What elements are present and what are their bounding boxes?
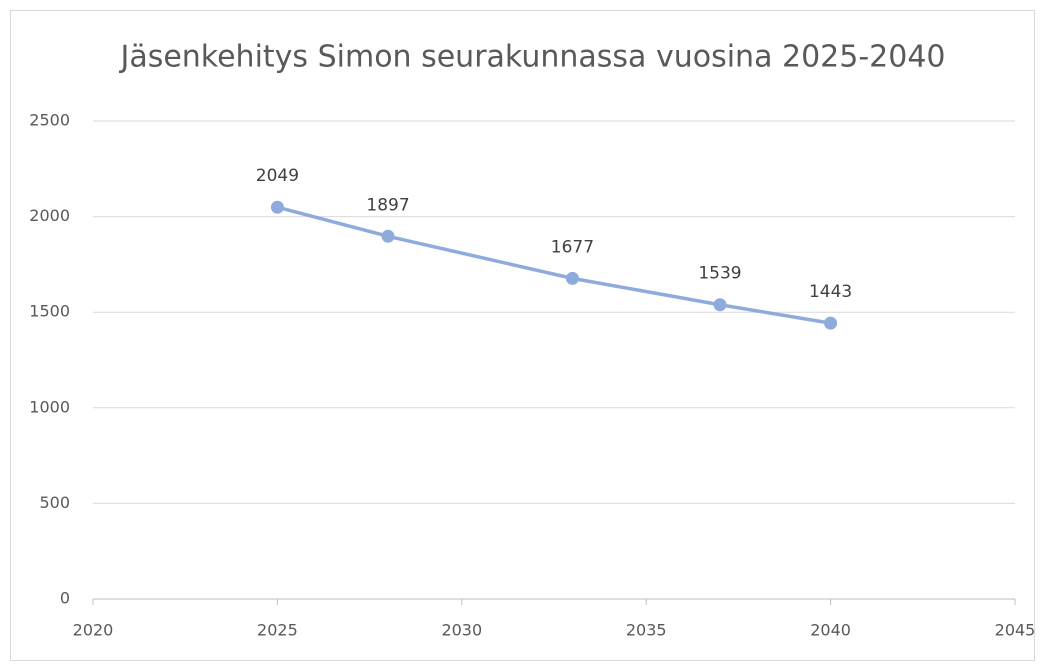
x-tick-label: 2030 — [441, 621, 482, 640]
data-label: 1539 — [698, 264, 741, 284]
point — [824, 316, 838, 330]
point — [381, 229, 395, 243]
x-tick-label: 2035 — [626, 621, 667, 640]
point — [713, 298, 727, 312]
y-tick-label: 1500 — [29, 302, 70, 321]
x-tick-label: 2040 — [810, 621, 851, 640]
x-tick-label: 2020 — [73, 621, 114, 640]
data-label: 2049 — [256, 166, 299, 186]
x-tick-label: 2025 — [257, 621, 298, 640]
y-tick-label: 1000 — [29, 397, 70, 416]
data-label: 1677 — [551, 237, 594, 257]
y-tick-label: 500 — [39, 493, 70, 512]
point — [565, 271, 579, 285]
x-tick-label: 2045 — [995, 621, 1036, 640]
y-tick-label: 2500 — [29, 111, 70, 130]
chart-border — [10, 10, 1035, 661]
data-label: 1897 — [366, 195, 409, 215]
chart-title: Jäsenkehitys Simon seurakunnassa vuosina… — [118, 40, 945, 75]
data-label: 1443 — [809, 282, 852, 302]
y-tick-label: 0 — [60, 589, 70, 608]
y-tick-label: 2000 — [29, 206, 70, 225]
point — [270, 200, 284, 214]
